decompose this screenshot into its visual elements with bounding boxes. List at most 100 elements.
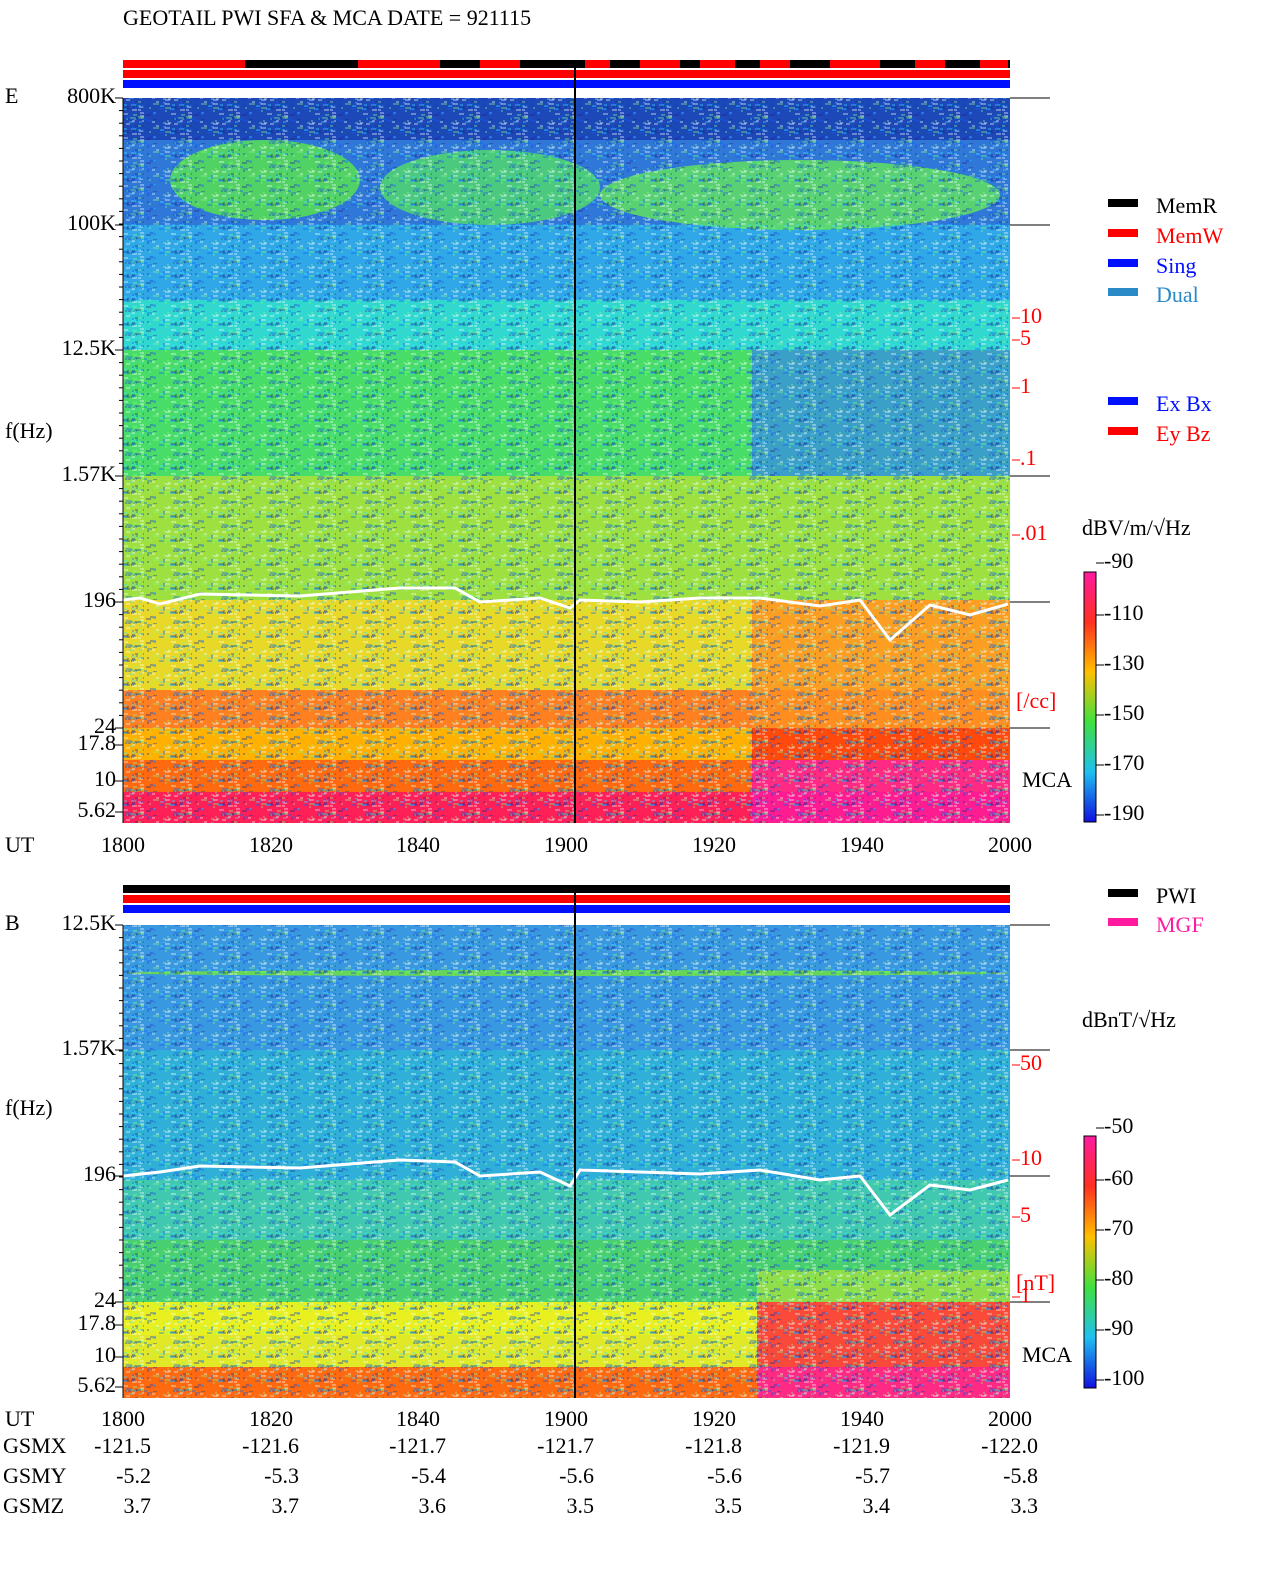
time-label: UT	[5, 1406, 35, 1431]
orbit-value: 3.7	[272, 1493, 300, 1518]
orbit-value: -5.2	[116, 1463, 151, 1488]
orbit-value: -121.8	[685, 1433, 742, 1458]
freq-label: f(Hz)	[5, 418, 53, 443]
status-seg	[915, 60, 945, 68]
colorbar-tick-label: -90	[1104, 1315, 1133, 1340]
orbit-value: -5.6	[707, 1463, 742, 1488]
colorbar-tick-label: -50	[1104, 1113, 1133, 1138]
orbit-value: 3.5	[715, 1493, 743, 1518]
status-seg	[700, 60, 735, 68]
colorbar-tick-label: -110	[1104, 600, 1144, 625]
orbit-value: -121.9	[833, 1433, 890, 1458]
legend-swatch	[1108, 889, 1138, 897]
colorbar-tick-label: -90	[1104, 548, 1133, 573]
orbit-label: GSMX	[3, 1433, 67, 1458]
title: GEOTAIL PWI SFA & MCA DATE = 921115	[123, 5, 531, 30]
time-tick-label: 2000	[988, 832, 1032, 857]
density-tick-label: 50	[1020, 1050, 1042, 1075]
status-bar	[123, 80, 1010, 88]
orbit-value: -122.0	[981, 1433, 1038, 1458]
freq-tick-label: 800K	[67, 83, 116, 108]
legend-text: MemR	[1156, 193, 1217, 218]
status-bar	[123, 905, 1010, 913]
time-tick-label: 1800	[101, 832, 145, 857]
orbit-value: 3.4	[863, 1493, 891, 1518]
time-tick-label: 1920	[692, 1406, 736, 1431]
orbit-value: -5.6	[559, 1463, 594, 1488]
panel-label: E	[5, 83, 18, 108]
orbit-value: 3.6	[419, 1493, 447, 1518]
legend-swatch	[1108, 397, 1138, 405]
freq-tick-label: 17.8	[78, 1310, 117, 1335]
legend-swatch	[1108, 259, 1138, 267]
spectrum-noise	[123, 98, 1010, 823]
freq-tick-label: 12.5K	[62, 910, 117, 935]
density-tick-label: 5	[1020, 325, 1031, 350]
plasma-trace	[122, 586, 1009, 643]
freq-label: f(Hz)	[5, 1095, 53, 1120]
time-tick-label: 2000	[988, 1406, 1032, 1431]
orbit-value: -5.7	[855, 1463, 890, 1488]
freq-tick-label: 24	[94, 713, 116, 738]
density-tick-label: 10	[1020, 303, 1042, 328]
status-bar	[123, 60, 1010, 68]
orbit-value: -5.3	[264, 1463, 299, 1488]
freq-tick-label: 100K	[67, 210, 116, 235]
status-seg	[830, 60, 880, 68]
time-tick-label: 1820	[249, 832, 293, 857]
colorbar-tick-label: -150	[1104, 700, 1144, 725]
legend-swatch	[1108, 288, 1138, 296]
time-tick-label: 1900	[544, 1406, 588, 1431]
orbit-value: 3.5	[567, 1493, 595, 1518]
freq-tick-label: 17.8	[78, 730, 117, 755]
density-unit: [nT]	[1016, 1270, 1055, 1295]
density-tick-label: .01	[1020, 520, 1048, 545]
freq-tick-label: 5.62	[78, 797, 117, 822]
orbit-value: -5.4	[411, 1463, 446, 1488]
freq-tick-label: 1.57K	[62, 461, 117, 486]
freq-tick-label: 10	[94, 766, 116, 791]
legend-swatch	[1108, 918, 1138, 926]
freq-tick-label: 12.5K	[62, 335, 117, 360]
colorbar-tick-label: -60	[1104, 1165, 1133, 1190]
orbit-value: 3.3	[1011, 1493, 1039, 1518]
legend-text: Ey Bz	[1156, 421, 1211, 446]
time-label: UT	[5, 832, 35, 857]
freq-tick-label: 5.62	[78, 1372, 117, 1397]
status-seg	[480, 60, 520, 68]
time-tick-label: 1940	[840, 1406, 884, 1431]
density-tick-label: 5	[1020, 1202, 1031, 1227]
legend-text: Dual	[1156, 282, 1199, 307]
colorbar-unit: dBV/m/√Hz	[1082, 515, 1191, 540]
freq-tick-label: 24	[94, 1287, 116, 1312]
density-tick-label: 1	[1020, 1282, 1031, 1307]
colorbar-tick-label: -190	[1104, 800, 1144, 825]
density-tick-label: 1	[1020, 373, 1031, 398]
colorbar-unit: dBnT/√Hz	[1082, 1007, 1176, 1032]
legend-text: PWI	[1156, 883, 1196, 908]
legend-swatch	[1108, 427, 1138, 435]
freq-tick-label: 10	[94, 1342, 116, 1367]
status-bar	[123, 70, 1010, 78]
mca-label: MCA	[1022, 767, 1072, 792]
status-seg	[585, 60, 610, 68]
freq-tick-label: 196	[83, 587, 116, 612]
time-tick-label: 1920	[692, 832, 736, 857]
mca-label: MCA	[1022, 1342, 1072, 1367]
status-seg	[358, 60, 440, 68]
colorbar-tick-label: -80	[1104, 1265, 1133, 1290]
orbit-label: GSMY	[3, 1463, 67, 1488]
legend-text: MGF	[1156, 912, 1204, 937]
legend-text: Ex Bx	[1156, 391, 1212, 416]
colorbar-tick-label: -70	[1104, 1215, 1133, 1240]
freq-tick-label: 196	[83, 1161, 116, 1186]
time-tick-label: 1940	[840, 832, 884, 857]
time-tick-label: 1840	[396, 832, 440, 857]
spectrum-noise	[123, 925, 1010, 1398]
colorbar-tick-label: -170	[1104, 750, 1144, 775]
orbit-value: 3.7	[124, 1493, 152, 1518]
status-seg	[760, 60, 790, 68]
legend-text: Sing	[1156, 253, 1196, 278]
